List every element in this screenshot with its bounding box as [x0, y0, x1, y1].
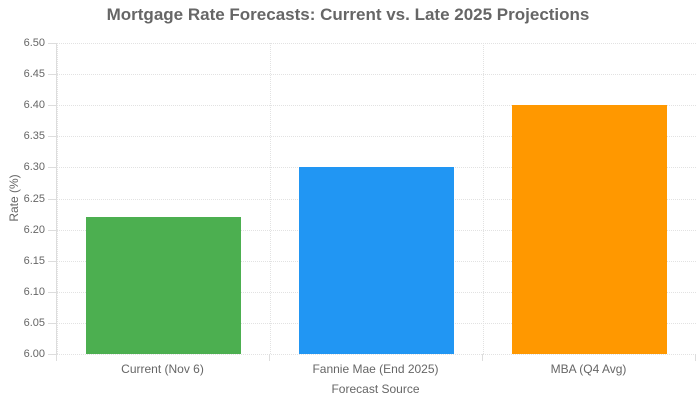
x-category-label: Current (Nov 6)	[121, 362, 204, 376]
y-tick-mark	[48, 354, 56, 355]
x-tick-mark	[56, 354, 57, 361]
plot-area	[56, 43, 696, 355]
v-gridline	[483, 43, 484, 354]
y-tick-mark	[48, 229, 56, 231]
bar-fannie-mae-end-2025	[299, 167, 454, 354]
y-tick-mark	[48, 260, 56, 262]
y-tick-label: 6.10	[23, 285, 45, 298]
x-axis-title: Forecast Source	[331, 382, 420, 396]
x-tick-mark	[269, 354, 270, 361]
y-tick-label: 6.20	[23, 223, 45, 236]
y-tick-label: 6.25	[23, 192, 45, 205]
y-tick-label: 6.15	[23, 254, 45, 267]
y-tick-label: 6.40	[23, 99, 45, 112]
x-category-label: MBA (Q4 Avg)	[550, 362, 627, 376]
y-tick-mark	[48, 43, 56, 44]
y-tick-label: 6.35	[23, 130, 45, 143]
y-tick-mark	[48, 136, 56, 138]
y-tick-label: 6.30	[23, 161, 45, 174]
y-tick-mark	[48, 198, 56, 200]
y-tick-label: 6.45	[23, 68, 45, 81]
h-gridline	[57, 43, 696, 44]
h-gridline	[57, 354, 696, 355]
x-tick-mark	[482, 354, 483, 361]
y-tick-label: 6.05	[23, 316, 45, 329]
y-tick-label: 6.50	[23, 37, 45, 49]
v-gridline	[57, 43, 58, 354]
y-tick-mark	[48, 105, 56, 107]
v-gridline	[270, 43, 271, 354]
y-tick-label: 6.00	[23, 348, 45, 360]
h-gridline	[57, 105, 696, 107]
h-gridline	[57, 136, 696, 138]
y-tick-mark	[48, 74, 56, 76]
bar-current-nov-6	[86, 217, 241, 354]
y-tick-mark	[48, 322, 56, 324]
bar-mba-q4-avg	[512, 105, 667, 354]
y-tick-mark	[48, 167, 56, 169]
h-gridline	[57, 74, 696, 76]
x-category-label: Fannie Mae (End 2025)	[312, 362, 439, 376]
y-tick-mark	[48, 291, 56, 293]
chart-title: Mortgage Rate Forecasts: Current vs. Lat…	[106, 5, 590, 24]
